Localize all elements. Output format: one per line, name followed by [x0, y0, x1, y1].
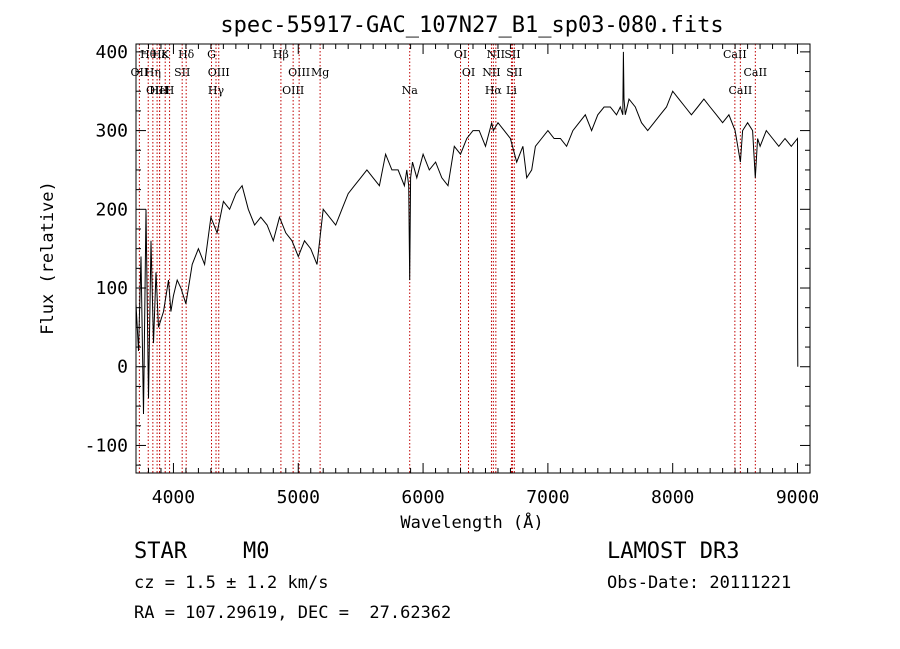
spectral-line-label: OIII — [208, 66, 230, 79]
y-tick-label: 400 — [95, 42, 128, 63]
y-axis-label: Flux (relative) — [38, 181, 58, 335]
x-tick-label: 4000 — [152, 487, 195, 508]
spectral-line-label: OI — [462, 66, 475, 79]
y-tick-label: -100 — [85, 435, 128, 456]
spectral-line-label: Hδ — [178, 48, 195, 61]
spectral-line-label: OIII — [282, 84, 304, 97]
x-axis-label: Wavelength (Å) — [400, 511, 543, 533]
spectral-line-label: OII — [131, 66, 149, 79]
spectral-line-label: Hγ — [208, 84, 225, 97]
spectral-line-label: NII — [482, 66, 500, 79]
spectral-line-label: Li — [506, 84, 517, 97]
spectral-line-label: SII — [506, 66, 522, 79]
observation-date: Obs-Date: 20111221 — [607, 573, 792, 593]
spectral-line-label: OI — [454, 48, 467, 61]
spectral-line-label: K — [161, 48, 170, 61]
spectral-line-label: Hα — [485, 84, 503, 97]
axis-ticks: 4000 5000 6000 7000 8000 9000 -100 0 100 200 300 40… — [85, 42, 820, 508]
spectrum-series-line — [135, 51, 799, 415]
spectral-line-label: OIII — [146, 84, 168, 97]
y-tick-label: 100 — [95, 278, 128, 299]
coordinates: RA = 107.29619, DEC = 27.62362 — [134, 603, 452, 623]
spectral-line-label: SII — [174, 66, 190, 79]
spectral-line-label: Mg — [311, 66, 329, 79]
y-tick-label: 0 — [117, 357, 128, 378]
spectral-line-label: Na — [402, 84, 419, 97]
survey-name: LAMOST DR3 — [607, 539, 740, 564]
x-tick-label: 9000 — [776, 487, 819, 508]
spectral-line-label: NII — [487, 48, 505, 61]
spectral-line-label: SII — [504, 48, 520, 61]
redshift-velocity: cz = 1.5 ± 1.2 km/s — [134, 573, 329, 593]
spectral-line-label: Hε — [152, 48, 168, 61]
spectral-line-label: Hθ — [140, 48, 157, 61]
x-tick-label: 8000 — [651, 487, 694, 508]
x-tick-label: 7000 — [526, 487, 569, 508]
object-subclass: M0 — [243, 539, 270, 564]
spectral-line-label: OIII — [288, 66, 310, 79]
chart-title: spec-55917-GAC_107N27_B1_sp03-080.fits — [220, 13, 723, 38]
x-tick-label: 6000 — [401, 487, 444, 508]
y-tick-label: 300 — [95, 121, 128, 142]
x-tick-label: 5000 — [277, 487, 320, 508]
spectral-line-labels: Hθ OII OIII Hε Hη HeI K SII H Hδ OIII Hγ G OIII OIII Hβ… — [131, 48, 768, 97]
spectral-line-label: CaII — [723, 48, 747, 61]
spectral-line-markers — [138, 44, 756, 473]
spectral-line-label: HeI — [149, 84, 169, 97]
object-class: STAR — [134, 539, 187, 564]
spectral-line-label: CaII — [729, 84, 753, 97]
spectral-line-label: Hη — [145, 66, 161, 79]
spectral-line-label: CaII — [743, 66, 767, 79]
spectral-line-label: H — [165, 84, 175, 97]
spectral-line-label: Hβ — [273, 48, 289, 61]
spectral-line-label: G — [207, 48, 216, 61]
y-tick-label: 200 — [95, 199, 128, 220]
plot-frame — [135, 43, 811, 474]
